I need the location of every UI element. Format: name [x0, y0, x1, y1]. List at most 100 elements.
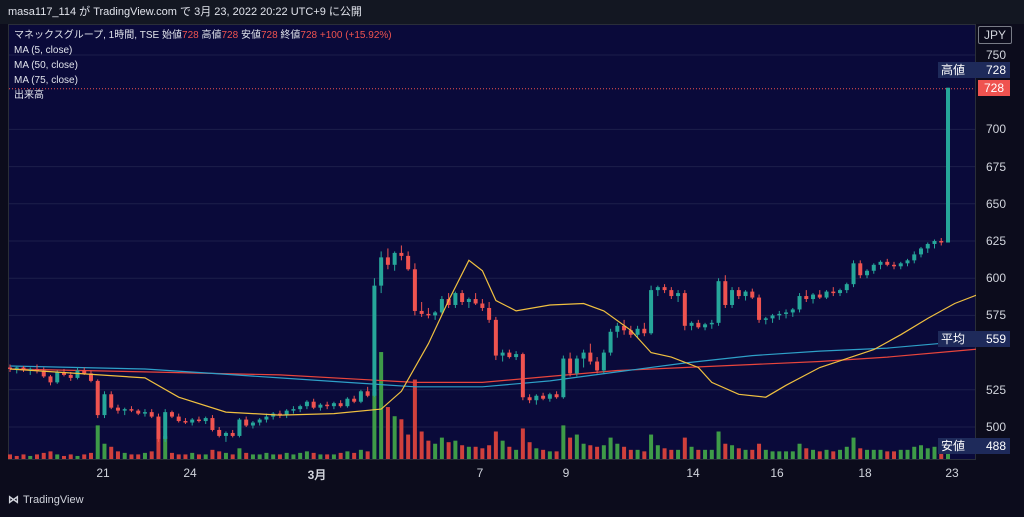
- candle-body: [790, 309, 795, 313]
- candle-body: [21, 367, 26, 371]
- candle-body: [723, 281, 728, 305]
- candle-body: [169, 412, 174, 417]
- candle-body: [878, 261, 883, 265]
- volume-bar: [709, 449, 714, 459]
- legend-ma75[interactable]: MA (75, close): [14, 75, 78, 86]
- candle-body: [493, 319, 498, 356]
- volume-bar: [190, 452, 195, 459]
- legend-ma50[interactable]: MA (50, close): [14, 60, 78, 71]
- volume-bar: [244, 452, 249, 459]
- candle-body: [223, 432, 228, 436]
- volume-bar: [169, 452, 174, 459]
- volume-bar: [412, 379, 417, 459]
- volume-bar: [831, 451, 836, 459]
- price-tick: 625: [986, 234, 1007, 248]
- candle-body: [554, 394, 559, 398]
- legend-ma5[interactable]: MA (5, close): [14, 45, 73, 56]
- candle-body: [122, 409, 127, 411]
- candle-body: [750, 291, 755, 298]
- candle-body: [777, 313, 782, 316]
- volume-bar: [163, 436, 168, 459]
- candle-body: [109, 394, 114, 408]
- volume-bar: [716, 431, 721, 459]
- time-axis[interactable]: 21 24 3月 7 9 14 16 18 23: [8, 460, 976, 484]
- candle-body: [871, 264, 876, 271]
- candle-body: [392, 252, 397, 265]
- low-tag: 安値 488: [938, 438, 1010, 454]
- high-tag-label: 高値: [941, 63, 966, 77]
- volume-bar: [878, 449, 883, 459]
- time-tick: 23: [945, 466, 959, 480]
- volume-bar: [433, 443, 438, 459]
- candle-body: [912, 254, 917, 261]
- volume-bar: [655, 445, 660, 459]
- legend-volume[interactable]: 出来高: [14, 90, 44, 101]
- volume-bar: [460, 445, 465, 459]
- candle-body: [95, 380, 100, 416]
- candle-body: [703, 324, 708, 328]
- candle-body: [514, 354, 519, 358]
- candle-body: [784, 312, 789, 314]
- price-tick: 650: [986, 196, 1007, 211]
- candle-body: [770, 315, 775, 319]
- candle-body: [217, 429, 222, 436]
- volume-bar: [88, 452, 93, 459]
- candle-body: [345, 398, 350, 407]
- candle-body: [176, 416, 181, 422]
- price-tick: 700: [986, 122, 1007, 137]
- volume-bar: [466, 446, 471, 459]
- volume-bar: [601, 445, 606, 459]
- candle-body: [635, 328, 640, 335]
- candle-body: [865, 270, 870, 276]
- time-tick: 16: [770, 466, 784, 480]
- volume-bar: [541, 449, 546, 459]
- volume-bar: [905, 449, 910, 459]
- candle-body: [237, 419, 242, 436]
- candle-body: [520, 354, 525, 398]
- price-axis[interactable]: [976, 24, 1024, 460]
- volume-bar: [304, 451, 309, 459]
- candle-body: [682, 293, 687, 326]
- candle-body: [831, 291, 836, 294]
- candle-body: [163, 412, 168, 439]
- currency-button[interactable]: JPY: [978, 26, 1012, 44]
- volume-bar: [493, 431, 498, 459]
- volume-bar: [723, 443, 728, 459]
- volume-bar: [595, 446, 600, 459]
- legend-high: 728: [221, 30, 239, 41]
- candle-body: [507, 352, 512, 358]
- volume-bar: [223, 452, 228, 459]
- high-tag: 高値 728: [938, 62, 1010, 78]
- volume-bar: [203, 454, 208, 459]
- low-tag-value: 488: [985, 439, 1006, 453]
- candle-body: [858, 263, 863, 276]
- volume-bar: [176, 454, 181, 459]
- volume-bar: [568, 437, 573, 459]
- volume-bar: [676, 449, 681, 459]
- volume-bar: [311, 452, 316, 459]
- volume-bar: [919, 445, 924, 459]
- candle-body: [939, 241, 944, 243]
- avg-tag-label: 平均: [941, 332, 966, 346]
- price-tick: 600: [986, 271, 1007, 286]
- candle-body: [534, 395, 539, 401]
- volume-bar: [804, 448, 809, 459]
- volume-bar: [730, 445, 735, 459]
- chart-pane[interactable]: [8, 24, 976, 460]
- volume-bar: [520, 428, 525, 459]
- candle-body: [257, 419, 262, 423]
- candle-body: [676, 293, 681, 297]
- volume-bar: [507, 446, 512, 459]
- volume-bar: [763, 449, 768, 459]
- candle-body: [851, 263, 856, 285]
- candle-body: [365, 391, 370, 396]
- candle-body: [574, 358, 579, 374]
- candle-body: [48, 376, 53, 383]
- candle-body: [399, 252, 404, 256]
- volume-bar: [21, 454, 26, 459]
- volume-bar: [743, 449, 748, 459]
- candle-body: [655, 287, 660, 291]
- volume-bar: [662, 448, 667, 459]
- volume-bar: [669, 449, 674, 459]
